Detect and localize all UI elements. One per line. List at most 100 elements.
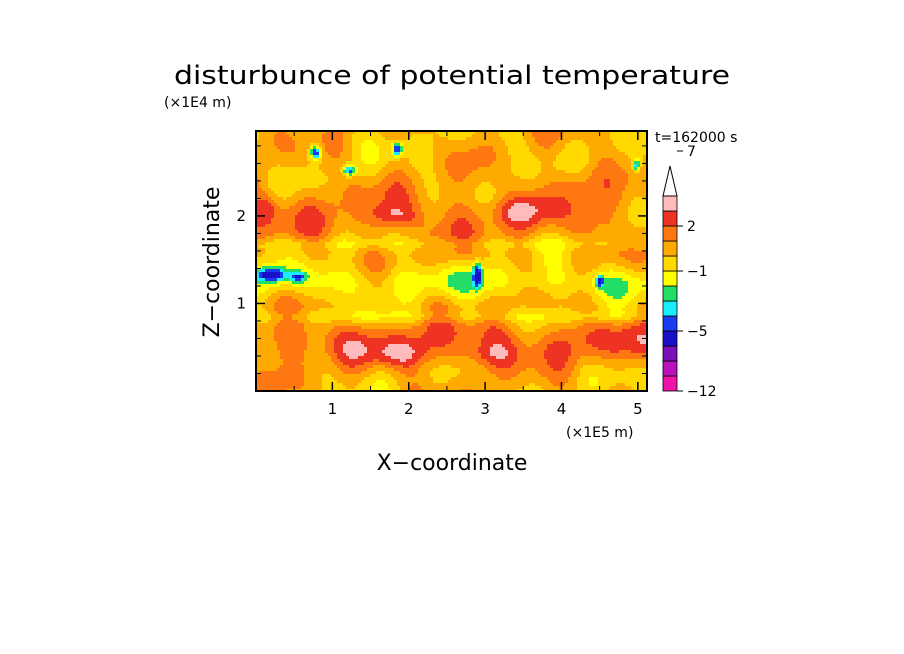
field-cell [361,239,365,243]
field-cell [289,167,293,171]
field-cell [496,176,500,180]
field-cell [325,158,329,162]
field-cell [427,143,431,147]
field-cell [310,131,314,135]
field-cell [637,149,641,153]
field-cell [406,191,410,195]
field-cell [406,227,410,231]
field-cell [457,239,461,243]
field-cell [349,227,353,231]
field-cell [598,203,602,207]
field-cell [544,170,548,174]
field-cell [490,155,494,159]
field-cell [355,131,359,135]
field-cell [367,161,371,165]
field-cell [466,167,470,171]
field-cell [442,137,446,141]
field-cell [364,149,368,153]
field-cell [364,194,368,198]
field-cell [406,173,410,177]
field-cell [541,242,545,246]
field-cell [391,197,395,201]
field-cell [595,131,599,135]
field-cell [475,200,479,204]
field-cell [274,155,278,159]
field-cell [313,227,317,231]
field-cell [331,230,335,234]
field-cell [544,140,548,144]
field-cell [265,194,269,198]
field-cell [337,170,341,174]
field-cell [469,188,473,192]
field-cell [619,203,623,207]
field-cell [373,173,377,177]
field-cell [448,134,452,138]
field-cell [337,224,341,228]
field-cell [541,194,545,198]
field-cell [400,176,404,180]
field-cell [607,209,611,213]
field-cell [442,203,446,207]
field-cell [568,152,572,156]
field-cell [367,176,371,180]
field-cell [571,206,575,210]
field-cell [541,146,545,150]
field-cell [481,164,485,168]
field-cell [358,137,362,141]
field-cell [580,149,584,153]
field-cell [475,155,479,159]
field-cell [415,209,419,213]
field-cell [487,143,491,147]
field-cell [337,161,341,165]
field-cell [406,212,410,216]
field-cell [631,140,635,144]
field-cell [280,239,284,243]
field-cell [553,137,557,141]
field-cell [562,179,566,183]
field-cell [505,179,509,183]
field-cell [526,209,530,213]
field-cell [460,158,464,162]
field-cell [562,143,566,147]
field-cell [376,164,380,168]
field-cell [412,143,416,147]
field-cell [559,203,563,207]
field-cell [391,215,395,219]
field-cell [493,167,497,171]
field-cell [280,197,284,201]
field-cell [367,137,371,141]
field-cell [262,155,266,159]
field-cell [499,185,503,189]
field-cell [451,206,455,210]
field-cell [319,167,323,171]
field-cell [502,155,506,159]
field-cell [385,203,389,207]
field-cell [289,131,293,135]
field-cell [502,200,506,204]
field-cell [472,131,476,135]
field-cell [430,158,434,162]
field-cell [361,158,365,162]
field-cell [556,206,560,210]
field-cell [619,242,623,246]
field-cell [379,158,383,162]
field-cell [364,218,368,222]
field-cell [502,146,506,150]
field-cell [598,155,602,159]
field-cell [340,143,344,147]
field-cell [445,167,449,171]
field-cell [304,140,308,144]
field-cell [274,242,278,246]
field-cell [463,236,467,240]
field-cell [547,224,551,228]
field-cell [352,203,356,207]
field-cell [526,188,530,192]
field-cell [388,143,392,147]
field-cell [595,194,599,198]
field-cell [481,155,485,159]
field-cell [541,206,545,210]
field-cell [487,140,491,144]
field-cell [466,170,470,174]
field-cell [628,131,632,135]
field-cell [598,227,602,231]
